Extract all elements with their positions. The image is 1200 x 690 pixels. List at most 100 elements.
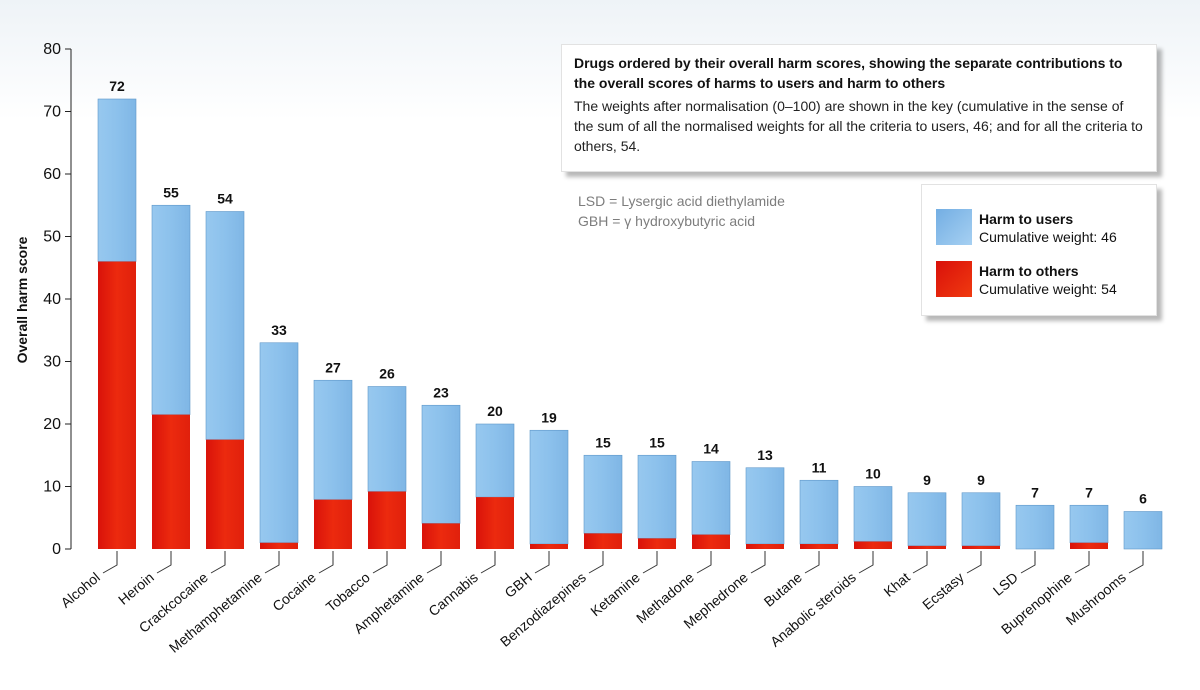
data-label-ketamine: 15 xyxy=(649,434,665,450)
x-tick-label-cocaine: Cocaine xyxy=(269,569,319,614)
x-tick-leader xyxy=(318,551,334,574)
y-tick-label: 80 xyxy=(43,41,61,58)
data-label-mushrooms: 6 xyxy=(1139,491,1147,507)
x-tick-leader xyxy=(588,551,604,574)
data-label-butane: 11 xyxy=(812,459,827,475)
bar-users-mushrooms xyxy=(1123,511,1163,550)
data-label-khat: 9 xyxy=(923,472,931,488)
x-tick-label-tobacco: Tobacco xyxy=(323,569,373,615)
x-tick-leader xyxy=(102,551,118,574)
x-tick-leader xyxy=(966,551,982,574)
bar-others-khat xyxy=(908,545,946,549)
bar-users-gbh xyxy=(529,429,569,545)
bar-users-khat xyxy=(907,492,947,547)
data-label-heroin: 55 xyxy=(163,184,179,200)
bar-users-heroin xyxy=(151,204,191,415)
y-tick-label: 20 xyxy=(43,416,61,433)
legend-swatch-users xyxy=(936,209,972,245)
bar-users-buprenophine xyxy=(1069,504,1109,544)
x-tick-label-heroin: Heroin xyxy=(115,569,157,608)
bar-users-tobacco xyxy=(367,386,407,492)
bar-users-mephedrone xyxy=(745,467,785,545)
data-label-tobacco: 26 xyxy=(379,366,395,382)
bar-others-buprenophine xyxy=(1070,542,1108,549)
x-tick-leader xyxy=(480,551,496,574)
x-axis: Alcohol HeroinCrackcocaineMethamphetamine… xyxy=(57,551,1144,656)
abbreviations: LSD = Lysergic acid diethylamide GBH = γ… xyxy=(578,191,785,231)
abbr-gbh: GBH = γ hydroxybutyric acid xyxy=(578,213,756,229)
x-tick-leader xyxy=(696,551,712,574)
bar-users-lsd xyxy=(1015,504,1055,550)
legend-swatch-others xyxy=(936,261,972,297)
bar-users-cocaine xyxy=(313,379,353,500)
bar-users-amphetamine xyxy=(421,404,461,524)
x-tick-leader xyxy=(1020,551,1036,574)
x-tick-label-gbh: GBH xyxy=(501,569,535,601)
y-tick-label: 50 xyxy=(43,229,61,246)
data-label-anabolic-steroids: 10 xyxy=(865,466,881,482)
y-tick-label: 10 xyxy=(43,479,61,496)
x-tick-label-lsd: LSD xyxy=(990,569,1021,599)
legend-name-users: Harm to users xyxy=(979,211,1074,227)
bar-others-benzodiazepines xyxy=(584,533,622,549)
bar-users-methamphetamine xyxy=(259,342,299,544)
legend-weight-others: Cumulative weight: 54 xyxy=(979,281,1117,297)
y-tick-label: 0 xyxy=(52,541,61,558)
bar-users-crackcocaine xyxy=(205,211,245,440)
y-axis-label: Overall harm score xyxy=(14,236,30,363)
x-tick-leader xyxy=(210,551,226,574)
bar-users-cannabis xyxy=(475,423,515,498)
legend-name-others: Harm to others xyxy=(979,263,1079,279)
data-label-mephedrone: 13 xyxy=(757,447,773,463)
data-label-amphetamine: 23 xyxy=(433,384,449,400)
x-tick-label-cannabis: Cannabis xyxy=(425,569,481,619)
bar-users-benzodiazepines xyxy=(583,454,623,534)
bar-others-methadone xyxy=(692,534,730,549)
x-tick-label-methamphetamine: Methamphetamine xyxy=(166,569,265,656)
bar-others-alcohol xyxy=(98,261,136,549)
bar-users-alcohol xyxy=(97,98,137,262)
bar-others-crackcocaine xyxy=(206,439,244,549)
x-tick-label-khat: Khat xyxy=(881,569,913,600)
y-axis: 0 10 20 30 40 50 60 70 80 xyxy=(43,41,72,558)
info-title: Drugs ordered by their overall harm scor… xyxy=(574,55,1123,91)
data-label-methamphetamine: 33 xyxy=(271,322,287,338)
bar-users-ketamine xyxy=(637,454,677,539)
x-tick-label-butane: Butane xyxy=(761,569,805,610)
x-tick-leader xyxy=(1128,551,1144,574)
bar-others-cannabis xyxy=(476,497,514,549)
bar-others-anabolic-steroids xyxy=(854,541,892,549)
data-label-ecstasy: 9 xyxy=(977,472,985,488)
bar-others-mephedrone xyxy=(746,544,784,549)
x-tick-leader xyxy=(804,551,820,574)
bar-others-heroin xyxy=(152,414,190,549)
bar-others-butane xyxy=(800,544,838,549)
bar-others-cocaine xyxy=(314,499,352,549)
x-tick-leader xyxy=(264,551,280,574)
y-tick-label: 70 xyxy=(43,104,61,121)
y-tick-label: 60 xyxy=(43,166,61,183)
bar-others-tobacco xyxy=(368,491,406,549)
bar-others-amphetamine xyxy=(422,523,460,549)
abbr-lsd: LSD = Lysergic acid diethylamide xyxy=(578,193,785,209)
data-label-gbh: 19 xyxy=(541,409,557,425)
data-label-methadone: 14 xyxy=(703,441,719,457)
bar-others-ecstasy xyxy=(962,545,1000,549)
data-label-crackcocaine: 54 xyxy=(217,191,233,207)
data-label-cocaine: 27 xyxy=(325,359,341,375)
x-tick-leader xyxy=(426,551,442,574)
data-label-buprenophine: 7 xyxy=(1085,484,1093,500)
x-tick-label-alcohol: Alcohol xyxy=(57,569,102,611)
bar-users-butane xyxy=(799,479,839,545)
info-body: The weights after normalisation (0–100) … xyxy=(574,98,1143,154)
bar-users-ecstasy xyxy=(961,492,1001,547)
legend-weight-users: Cumulative weight: 46 xyxy=(979,229,1117,245)
data-label-alcohol: 72 xyxy=(109,78,125,94)
bar-users-methadone xyxy=(691,461,731,535)
x-tick-label-mushrooms: Mushrooms xyxy=(1063,569,1129,628)
x-tick-leader xyxy=(372,551,388,574)
legend: Harm to users Cumulative weight: 46 Harm… xyxy=(921,184,1157,316)
x-tick-leader xyxy=(750,551,766,574)
x-tick-leader xyxy=(156,551,172,574)
